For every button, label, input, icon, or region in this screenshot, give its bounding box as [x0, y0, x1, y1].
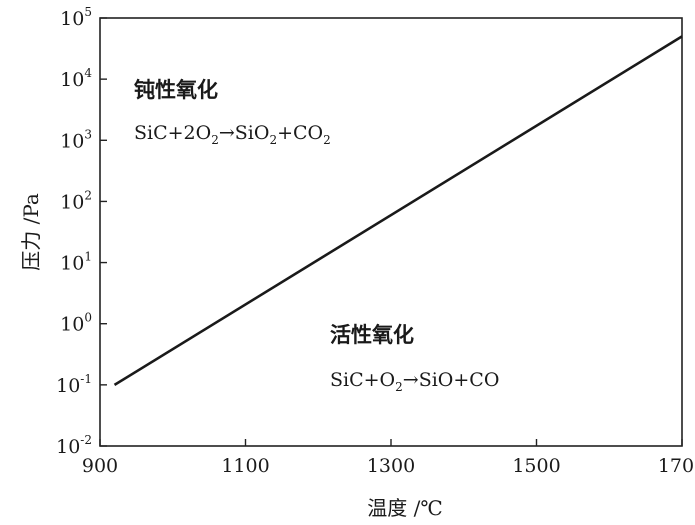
x-axis-ticks: 900 1100 1300 1500 1700: [82, 439, 695, 477]
y-tick-label: 10-1: [56, 372, 92, 397]
active-oxidation-formula: SiC+O2→SiO+CO: [330, 369, 499, 394]
x-tick-label: 1100: [221, 455, 269, 477]
y-tick-label: 105: [60, 5, 92, 30]
series-line: [113, 35, 683, 387]
y-axis-ticks: 105 104 103 102 101 100 10-1 10-2: [56, 5, 107, 458]
y-tick-label: 104: [60, 66, 92, 91]
y-tick-label: 103: [60, 127, 92, 152]
y-axis-label: 压力 /Pa: [19, 193, 43, 271]
x-tick-label: 1700: [658, 455, 695, 477]
y-tick-label: 100: [60, 311, 92, 336]
y-tick-label: 102: [60, 188, 92, 213]
x-tick-label: 1300: [367, 455, 415, 477]
x-tick-label: 900: [82, 455, 118, 477]
x-tick-label: 1500: [512, 455, 560, 477]
passive-oxidation-title: 钝性氧化: [134, 77, 218, 102]
x-axis-label: 温度 /℃: [367, 496, 442, 520]
passive-oxidation-formula: SiC+2O2→SiO2+CO2: [134, 122, 331, 147]
y-tick-label: 101: [60, 250, 92, 275]
y-tick-label: 10-2: [56, 433, 92, 458]
active-oxidation-title: 活性氧化: [330, 322, 414, 347]
